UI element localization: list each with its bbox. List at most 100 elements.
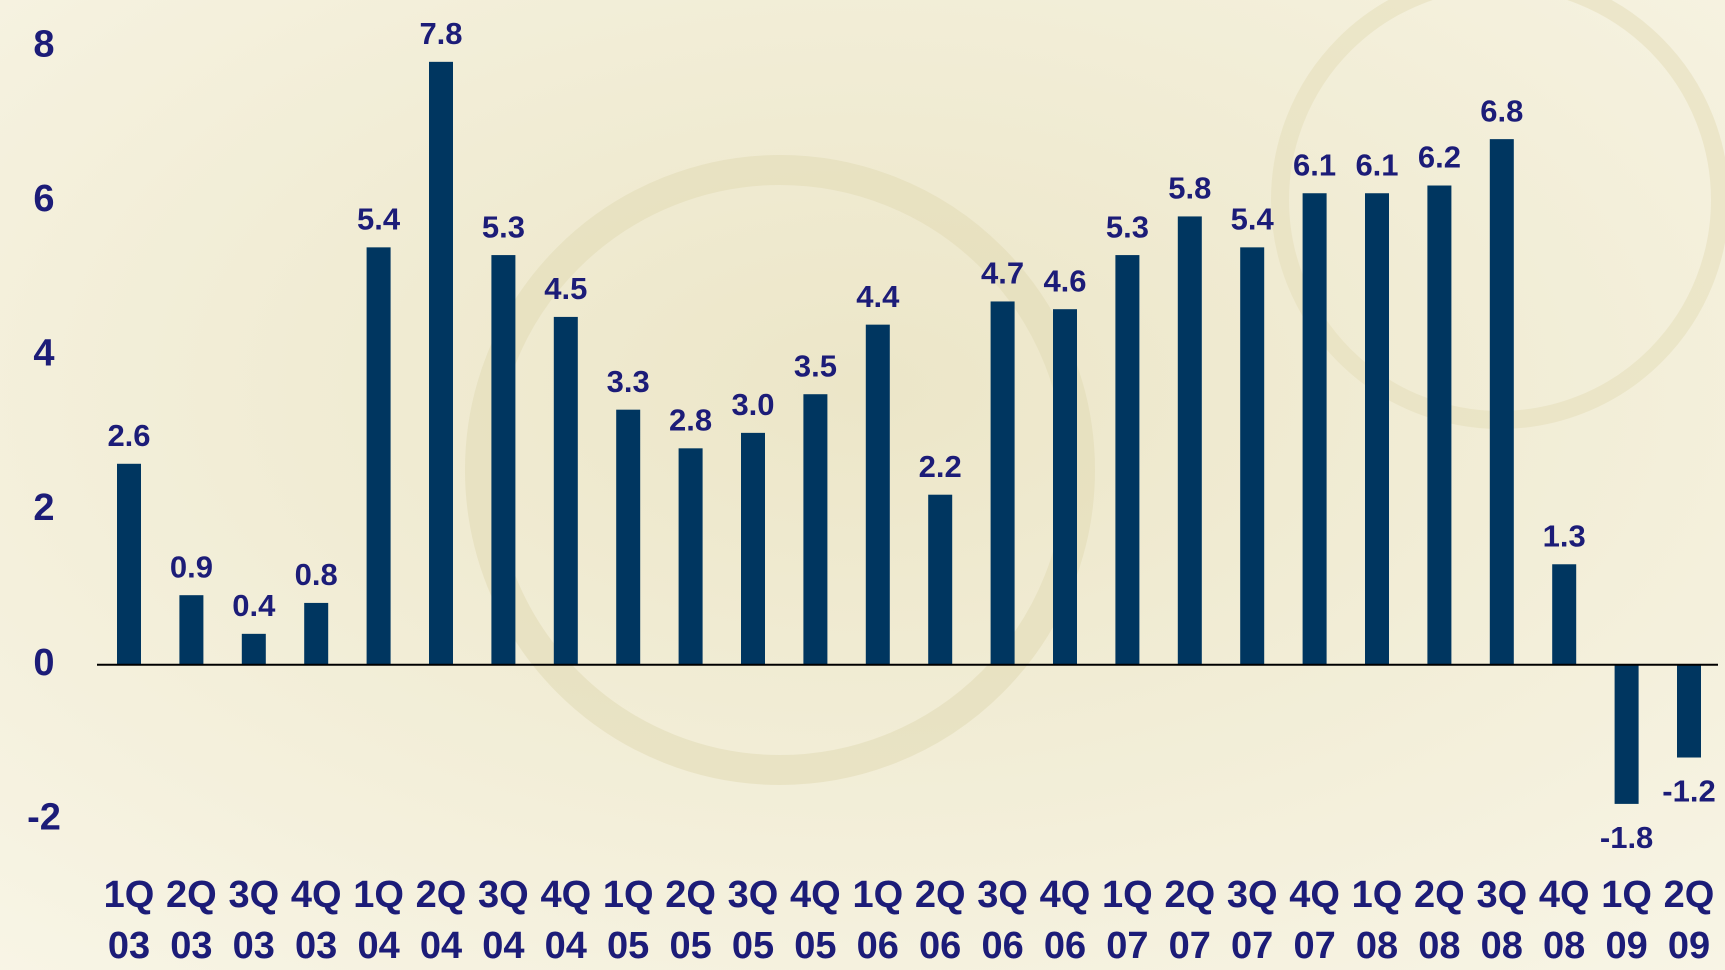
bar: [117, 464, 141, 665]
x-tick-label-line: 08: [1481, 925, 1523, 967]
x-tick-label-line: 04: [545, 925, 587, 967]
x-tick-label-line: 1Q: [1352, 874, 1403, 916]
x-tick-label-line: 4Q: [1539, 874, 1590, 916]
x-tick-label-line: 04: [482, 925, 524, 967]
x-tick-label-line: 2Q: [1414, 874, 1465, 916]
value-label: 0.8: [295, 557, 338, 592]
x-tick-label-line: 4Q: [1289, 874, 1340, 916]
x-tick-label-line: 07: [1293, 925, 1335, 967]
y-tick-label: 2: [33, 487, 54, 529]
bar: [866, 325, 890, 665]
value-label: 2.6: [107, 418, 150, 453]
y-tick-label: 4: [33, 333, 54, 375]
value-label: -1.8: [1600, 820, 1653, 855]
bar: [179, 595, 203, 665]
value-label: 3.3: [607, 364, 650, 399]
x-tick-label-line: 3Q: [1227, 874, 1278, 916]
x-tick-label-line: 05: [607, 925, 649, 967]
value-label: 6.2: [1418, 140, 1461, 175]
x-tick-label-line: 03: [295, 925, 337, 967]
x-tick-label-line: 2Q: [665, 874, 716, 916]
x-tick-label-line: 2Q: [915, 874, 966, 916]
x-tick-label-line: 09: [1668, 925, 1710, 967]
value-label: 2.2: [919, 449, 962, 484]
x-tick-label-line: 04: [357, 925, 399, 967]
x-tick-label-line: 4Q: [1040, 874, 1091, 916]
value-label: 0.9: [170, 549, 213, 584]
bar: [1115, 255, 1139, 665]
bar: [928, 495, 952, 665]
value-label: 7.8: [419, 16, 462, 51]
value-label: 2.8: [669, 403, 712, 438]
background: [0, 0, 1725, 970]
x-tick-label-line: 3Q: [228, 874, 279, 916]
x-tick-label-line: 05: [732, 925, 774, 967]
value-label: 4.5: [544, 271, 587, 306]
x-tick-label-line: 1Q: [1102, 874, 1153, 916]
bar: [1427, 186, 1451, 665]
x-tick-label-line: 05: [669, 925, 711, 967]
chart: -2024682.61Q030.92Q030.43Q030.84Q035.41Q…: [0, 0, 1725, 970]
x-tick-label-line: 1Q: [104, 874, 155, 916]
value-label: 6.8: [1480, 93, 1523, 128]
value-label: 5.4: [357, 202, 401, 237]
x-tick-label-line: 3Q: [977, 874, 1028, 916]
x-tick-label-line: 3Q: [1476, 874, 1527, 916]
x-tick-label-line: 4Q: [790, 874, 841, 916]
value-label: 3.5: [794, 348, 837, 383]
x-tick-label-line: 04: [420, 925, 462, 967]
x-tick-label-line: 03: [170, 925, 212, 967]
x-tick-label-line: 4Q: [291, 874, 342, 916]
page: {"chart_data": {"type": "bar", "categori…: [0, 0, 1725, 970]
y-tick-label: 0: [33, 642, 54, 684]
bar: [741, 433, 765, 665]
x-tick-label-line: 03: [233, 925, 275, 967]
y-tick-label: 6: [33, 178, 54, 220]
bar: [1178, 216, 1202, 664]
x-tick-label-line: 3Q: [728, 874, 779, 916]
bar: [1615, 665, 1639, 804]
value-label: 3.0: [731, 387, 774, 422]
x-tick-label-line: 06: [919, 925, 961, 967]
x-tick-label-line: 2Q: [416, 874, 467, 916]
value-label: 5.8: [1168, 171, 1211, 206]
bar: [491, 255, 515, 665]
bar: [616, 410, 640, 665]
x-tick-label-line: 07: [1106, 925, 1148, 967]
bar: [803, 394, 827, 665]
value-label: 1.3: [1543, 518, 1586, 553]
x-tick-label-line: 2Q: [1164, 874, 1215, 916]
x-tick-label-line: 4Q: [540, 874, 591, 916]
bar: [1552, 564, 1576, 664]
value-label: 5.3: [1106, 209, 1149, 244]
value-label: 4.7: [981, 256, 1024, 291]
bar: [429, 62, 453, 665]
x-tick-label-line: 2Q: [1664, 874, 1715, 916]
x-tick-label-line: 1Q: [603, 874, 654, 916]
value-label: 6.1: [1293, 147, 1336, 182]
x-tick-label-line: 08: [1543, 925, 1585, 967]
x-tick-label-line: 08: [1356, 925, 1398, 967]
x-tick-label-line: 2Q: [166, 874, 217, 916]
value-label: 0.4: [232, 588, 276, 623]
bar: [1677, 665, 1701, 758]
bar: [304, 603, 328, 665]
value-label: 5.4: [1231, 202, 1275, 237]
x-tick-label-line: 06: [981, 925, 1023, 967]
x-tick-label-line: 07: [1231, 925, 1273, 967]
bar: [991, 301, 1015, 664]
x-tick-label-line: 06: [857, 925, 899, 967]
bar: [1053, 309, 1077, 665]
x-tick-label-line: 3Q: [478, 874, 529, 916]
y-tick-label: -2: [27, 796, 61, 838]
value-label: 4.4: [856, 279, 900, 314]
bar: [1490, 139, 1514, 665]
x-tick-label-line: 08: [1418, 925, 1460, 967]
value-label: -1.2: [1662, 774, 1715, 809]
value-label: 4.6: [1043, 263, 1086, 298]
value-label: 5.3: [482, 209, 525, 244]
bar: [679, 448, 703, 664]
bar: [1303, 193, 1327, 665]
y-tick-label: 8: [33, 23, 54, 65]
value-label: 6.1: [1355, 147, 1398, 182]
